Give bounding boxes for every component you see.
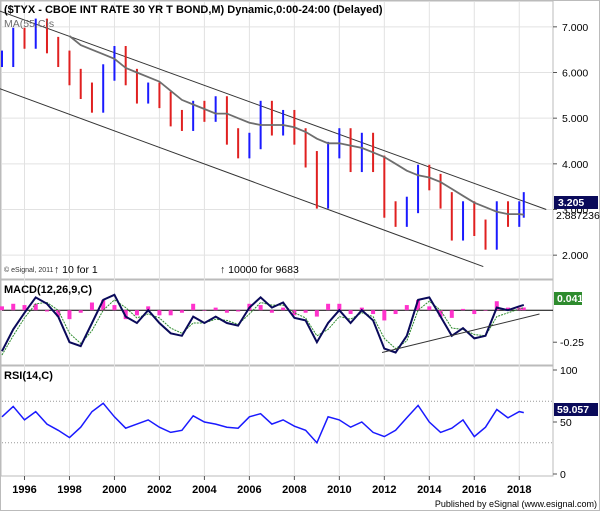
macd-histogram-bar — [56, 310, 61, 317]
price-channel-lower — [0, 88, 484, 268]
macd-y-tick-label: -0.25 — [560, 337, 584, 349]
macd-histogram-bar — [269, 310, 274, 313]
rsi-y-tick-label: 100 — [560, 365, 578, 377]
macd-histogram-bar — [506, 307, 511, 311]
macd-histogram-bar — [494, 301, 499, 311]
macd-histogram-bar — [213, 307, 218, 311]
macd-histogram-bar — [179, 310, 184, 313]
macd-histogram-bar — [112, 305, 117, 311]
macd-histogram-bar — [191, 303, 196, 311]
macd-trendline — [381, 313, 540, 353]
macd-histogram-bar — [134, 310, 139, 316]
macd-histogram-bar — [224, 310, 229, 313]
price-y-tick-label: 6.000 — [562, 68, 588, 80]
macd-histogram-bar — [337, 303, 342, 311]
macd-last-value: 0.041 — [557, 293, 583, 305]
macd-histogram-bar — [11, 303, 16, 311]
x-tick-label: 2006 — [237, 484, 261, 496]
macd-histogram-bar — [521, 307, 526, 311]
macd-histogram-bar — [472, 310, 477, 315]
macd-histogram-bar — [44, 310, 49, 312]
macd-histogram-bar — [438, 310, 443, 317]
macd-histogram-bar — [483, 310, 488, 311]
macd-histogram-bar — [348, 310, 353, 315]
axes: 1996 1998 2000 2002 2004 2006 2008 2010 2012 2014… — [12, 22, 588, 496]
macd-histogram-bar — [33, 303, 38, 311]
x-tick-label: 2010 — [327, 484, 351, 496]
x-tick-label: 1998 — [57, 484, 81, 496]
price-panel — [0, 0, 554, 280]
rsi-y-tick-label: 0 — [560, 469, 566, 481]
macd-histogram-bar — [416, 299, 421, 311]
x-tick-label: 2018 — [507, 484, 531, 496]
macd-histogram-bar — [427, 306, 432, 311]
price-channel-upper — [0, 10, 547, 210]
x-tick-label: 2004 — [192, 484, 217, 496]
copyright-text: © eSignal, 2011 — [4, 266, 54, 274]
price-y-tick-label: 4.000 — [562, 159, 588, 171]
macd-histogram-bar — [146, 306, 151, 311]
ma-last-label: 2.887236 — [556, 210, 600, 222]
x-tick-label: 2002 — [147, 484, 171, 496]
macd-histogram-bar — [371, 310, 376, 315]
macd-histogram-bar — [101, 299, 106, 311]
macd-last-label-bg — [554, 292, 582, 305]
macd-histogram-bar — [202, 310, 207, 311]
macd-histogram-bar — [449, 310, 454, 318]
price-plot — [0, 10, 547, 268]
macd-histogram-bar — [303, 310, 308, 313]
macd-histogram-bar — [314, 310, 319, 317]
macd-histogram-bar — [461, 308, 466, 311]
macd-histogram-bar — [382, 310, 387, 321]
x-tick-label: 2008 — [282, 484, 306, 496]
rsi-last-label: 59.057 — [554, 403, 598, 416]
ma-legend: MA(55,C)s — [4, 18, 54, 30]
macd-histogram-bar — [0, 306, 4, 311]
macd-histogram-bar — [67, 310, 72, 320]
price-last-label: 3.205 — [554, 196, 598, 209]
x-tick-label: 2000 — [102, 484, 126, 496]
x-tick-label: 2012 — [372, 484, 396, 496]
rsi-last-value: 59.057 — [557, 404, 589, 416]
macd-histogram-bar — [168, 310, 173, 316]
price-last-label-bg — [554, 196, 598, 209]
macd-histogram-bar — [393, 310, 398, 315]
macd-histogram-bar — [404, 305, 409, 311]
rsi-last-label-bg — [554, 403, 598, 416]
macd-title: MACD(12,26,9,C) — [4, 284, 92, 296]
rsi-panel — [0, 365, 554, 477]
price-y-tick-label: 7.000 — [562, 22, 588, 34]
rsi-y-tick-label: 50 — [560, 417, 572, 429]
macd-histogram-bar — [326, 303, 331, 311]
chart-title: ($TYX - CBOE INT RATE 30 YR T BOND,M) Dy… — [4, 4, 383, 16]
split-annotation-2: ↑ 10000 for 9683 — [220, 264, 299, 276]
rsi-line — [1, 402, 524, 445]
macd-histogram-bar — [78, 310, 83, 313]
macd-histogram-bar — [157, 310, 162, 316]
rsi-plot — [1, 400, 553, 445]
macd-histogram-bar — [236, 310, 241, 312]
x-tick-label: 2014 — [417, 484, 442, 496]
ma-line — [68, 35, 524, 216]
macd-histogram-bar — [22, 305, 27, 311]
x-tick-label: 2016 — [462, 484, 486, 496]
price-y-tick-label: 2.000 — [562, 250, 588, 262]
macd-histogram-bar — [281, 307, 286, 311]
macd-plot — [0, 293, 553, 356]
macd-histogram-bar — [292, 310, 297, 316]
price-y-tick-label: 5.000 — [562, 113, 588, 125]
ma-last-value: 2.887236 — [556, 210, 600, 222]
split-annotation-1: ↑ 10 for 1 — [54, 264, 98, 276]
price-last-value: 3.205 — [558, 197, 584, 209]
rsi-title: RSI(14,C) — [4, 370, 53, 382]
macd-last-label: 0.041 — [554, 292, 583, 305]
macd-panel — [0, 279, 554, 366]
macd-histogram-bar — [258, 305, 263, 311]
x-tick-label: 1996 — [12, 484, 36, 496]
footer-credit: Published by eSignal (www.esignal.com) — [435, 499, 597, 509]
macd-histogram-bar — [89, 302, 94, 311]
gridlines — [2, 2, 553, 476]
macd-line — [1, 293, 525, 354]
